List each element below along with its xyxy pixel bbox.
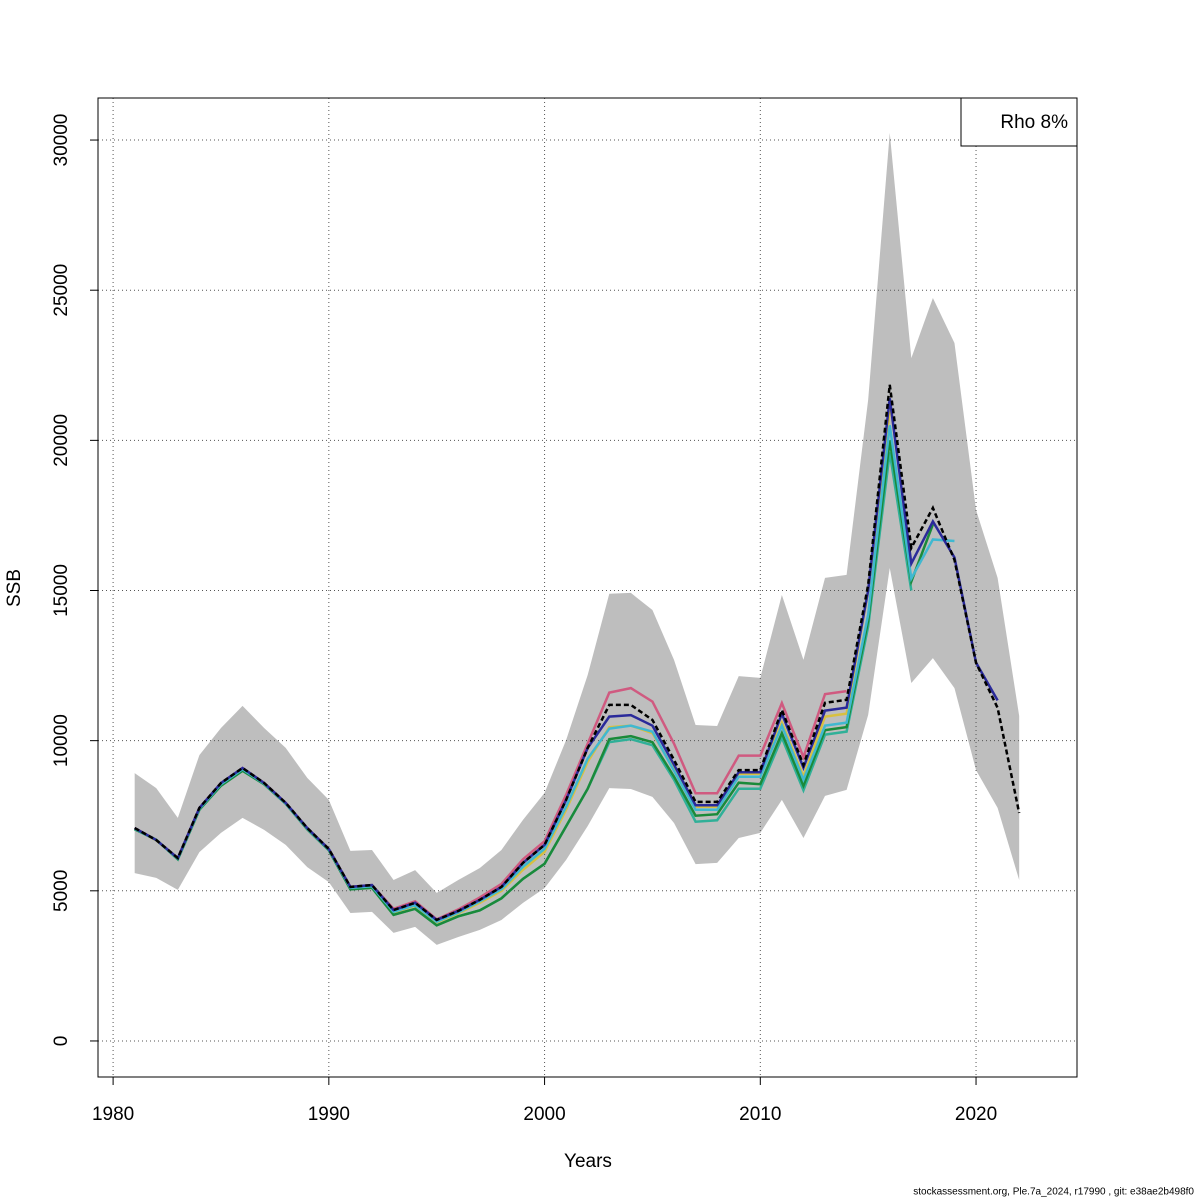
x-tick-label: 2000	[523, 1104, 565, 1125]
y-tick-label: 10000	[51, 714, 72, 767]
plot-frame	[97, 97, 1078, 1078]
y-tick-label: 5000	[51, 870, 72, 912]
ssb-line	[134, 384, 1021, 922]
footer: stockassessment.org, Ple.7a_2024, r17990…	[913, 1187, 1194, 1198]
y-tick-label: 20000	[51, 414, 72, 467]
x-tick-label: 2010	[739, 1104, 781, 1125]
y-tick-label: 30000	[51, 114, 72, 167]
x-tick-label: 2020	[955, 1104, 997, 1125]
legend-box	[960, 97, 1078, 147]
y-axis-label: SSB	[4, 569, 25, 607]
annotation: Rho 8%	[1000, 112, 1068, 133]
y-tick-label: 25000	[51, 264, 72, 317]
x-axis-label: Years	[564, 1151, 612, 1172]
confidence-band	[134, 132, 1020, 945]
x-tick-label: 1980	[92, 1104, 134, 1125]
y-tick-label: 15000	[51, 564, 72, 617]
x-tick-label: 1990	[308, 1104, 350, 1125]
y-tick-label: 0	[51, 1036, 72, 1047]
